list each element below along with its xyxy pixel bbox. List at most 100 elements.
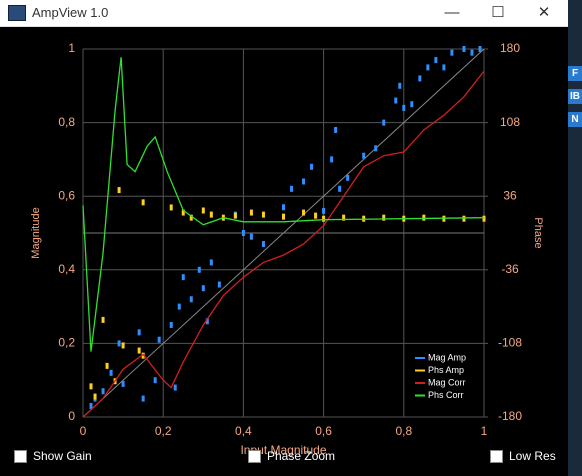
legend-label: Phs Corr (428, 390, 464, 400)
checkbox-box[interactable] (14, 449, 27, 463)
data-point (334, 126, 338, 133)
checkbox[interactable]: Show Gain (14, 448, 92, 464)
y-tick-label: 0,2 (58, 336, 75, 350)
data-point (322, 215, 326, 222)
data-point (141, 352, 145, 359)
data-point (470, 49, 474, 56)
data-point (117, 187, 121, 194)
data-point (261, 211, 265, 218)
title-bar: AmpView 1.0 — ☐ ✕ (0, 0, 568, 27)
data-point (177, 303, 181, 310)
y2-tick-label: -180 (498, 409, 522, 423)
data-point (197, 266, 201, 273)
data-point (426, 64, 430, 71)
checkbox-label[interactable]: Phase Zoom (267, 449, 336, 463)
y2-tick-label: -108 (498, 336, 522, 350)
checkbox-box[interactable] (248, 449, 261, 463)
data-point (109, 369, 113, 376)
x-tick-label: 0,6 (315, 424, 332, 438)
data-point (117, 340, 121, 347)
y-axis-title: Magnitude (30, 207, 42, 258)
data-point (189, 296, 193, 303)
data-point (201, 285, 205, 292)
y-tick-label: 1 (68, 41, 75, 55)
data-point (382, 119, 386, 126)
data-point (434, 57, 438, 64)
x-axis-title: Input Magnitude (240, 443, 326, 457)
maximize-button[interactable]: ☐ (491, 4, 505, 21)
data-point (141, 199, 145, 206)
data-point (153, 377, 157, 384)
data-point (205, 318, 209, 325)
data-point (101, 388, 105, 395)
minimize-button[interactable]: — (444, 4, 460, 21)
data-point (137, 329, 141, 336)
data-point (282, 213, 285, 220)
checkbox-label[interactable]: Low Res (509, 449, 556, 463)
data-point (478, 46, 482, 52)
y-tick-label: 0,4 (58, 262, 75, 276)
y2-tick-label: -36 (501, 262, 519, 276)
data-point (418, 75, 422, 82)
data-point (282, 204, 285, 211)
legend-label: Mag Amp (428, 352, 466, 362)
data-point (209, 211, 213, 218)
x-tick-label: 0,2 (155, 424, 172, 438)
data-point (362, 152, 366, 159)
data-point (398, 82, 402, 89)
data-point (410, 101, 414, 108)
data-point (249, 209, 253, 216)
background-button: N (568, 112, 582, 127)
data-point (121, 380, 125, 387)
checkbox-label[interactable]: Show Gain (33, 449, 92, 463)
data-point (462, 46, 466, 52)
data-point (314, 212, 318, 219)
data-point (101, 316, 105, 323)
data-point (290, 185, 294, 192)
data-point (346, 174, 350, 181)
checkbox[interactable]: Phase Zoom (248, 448, 335, 464)
data-point (181, 209, 185, 216)
background-button: IB (568, 89, 582, 104)
y-tick-label: 0,8 (58, 115, 75, 129)
close-button[interactable]: ✕ (537, 4, 551, 21)
y2-tick-label: 36 (503, 188, 517, 202)
data-point (233, 212, 237, 219)
x-tick-label: 0,4 (235, 424, 252, 438)
data-point (137, 347, 141, 354)
chart: 0 0,2 0,4 0,6 0,8 1 0 0,2 0,4 0,6 0,8 1 -180 -108 -36 3… (30, 41, 544, 457)
data-point (169, 322, 173, 328)
data-point (302, 209, 306, 216)
data-point (450, 49, 454, 56)
data-point (105, 362, 109, 369)
data-point (201, 207, 205, 214)
x-tick-label: 0,8 (395, 424, 412, 438)
data-point (209, 259, 213, 266)
data-point (181, 274, 185, 281)
data-point (462, 215, 466, 222)
data-point (241, 230, 245, 236)
data-point (89, 383, 93, 390)
data-point (302, 178, 306, 185)
x-tick-label: 0 (80, 424, 87, 438)
legend-label: Mag Corr (428, 377, 466, 387)
data-point (173, 384, 177, 391)
window-title: AmpView 1.0 (32, 5, 109, 20)
y-tick-label: 0,6 (58, 188, 75, 202)
checkbox[interactable]: Low Res (490, 448, 556, 464)
data-point (422, 214, 426, 221)
checkbox-box[interactable] (490, 449, 503, 463)
data-point (330, 156, 334, 163)
data-point (342, 214, 346, 221)
data-point (482, 215, 486, 222)
data-point (169, 204, 173, 211)
data-point (382, 214, 386, 221)
data-point (93, 393, 97, 400)
data-line (82, 57, 485, 352)
background-button: F (568, 66, 582, 81)
data-point (442, 64, 446, 71)
data-point (394, 97, 398, 104)
legend-label: Phs Amp (428, 365, 464, 375)
y2-axis-title: Phase (532, 217, 544, 248)
data-point (402, 104, 406, 111)
